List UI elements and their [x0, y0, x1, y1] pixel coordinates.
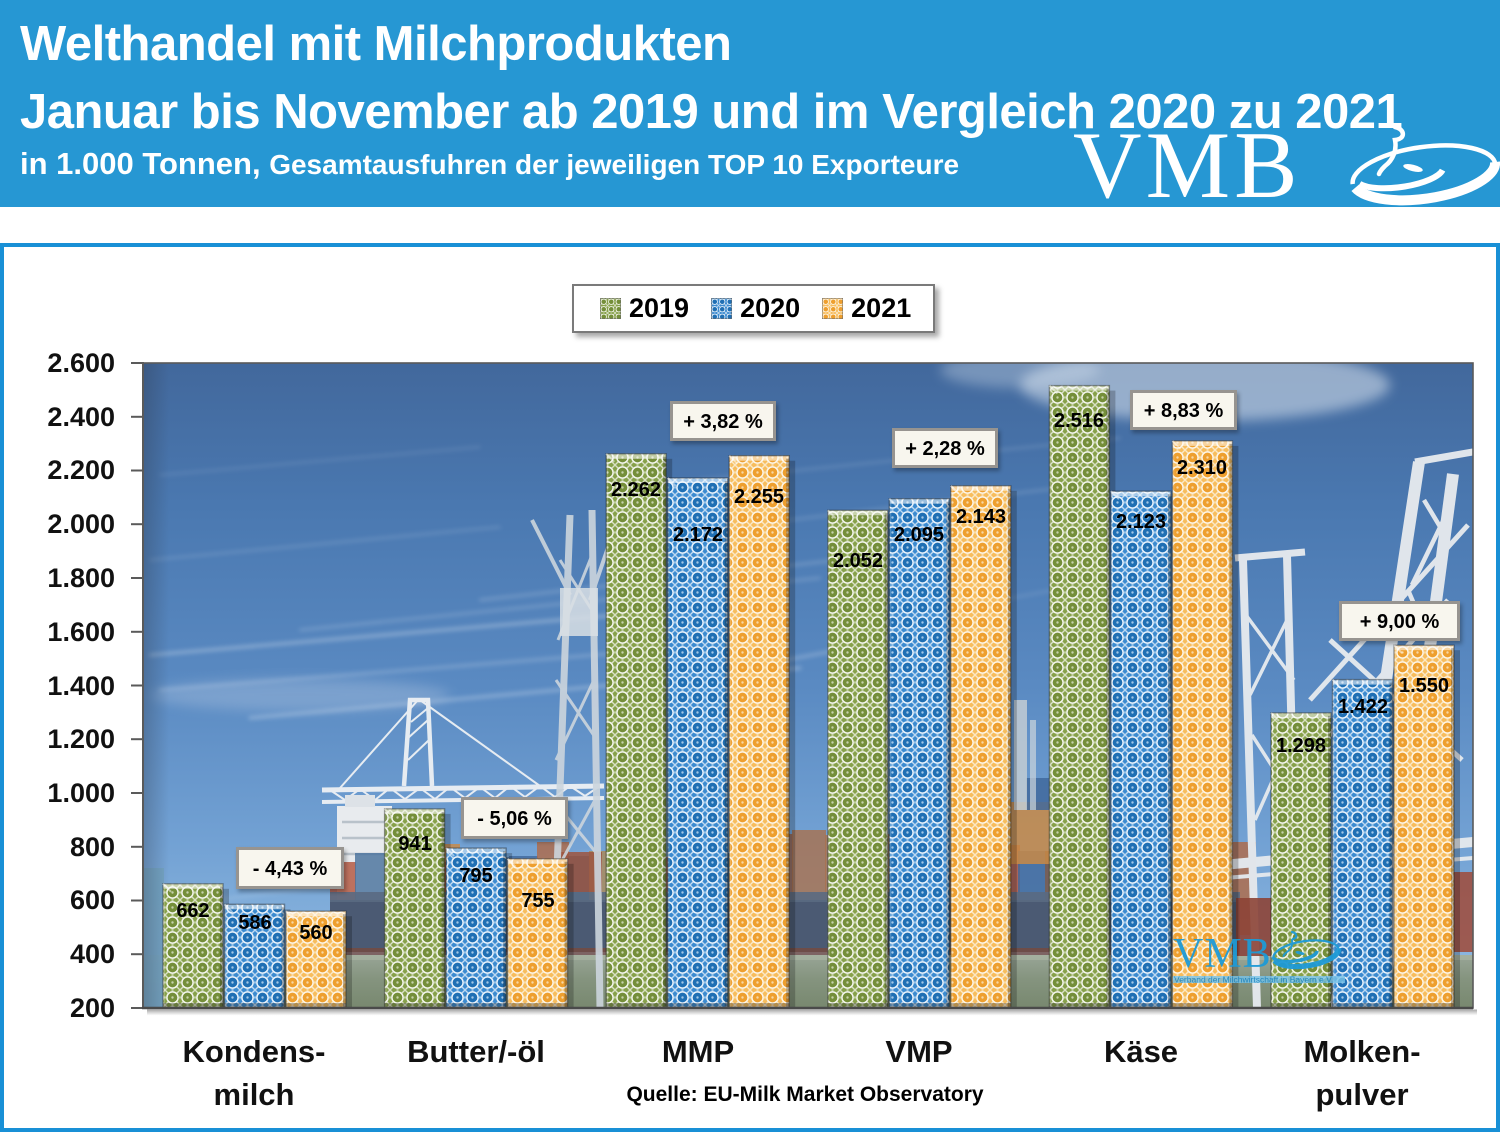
svg-text:Verband der Milchwirtschaft in: Verband der Milchwirtschaft in Bayern e.…	[1174, 975, 1333, 985]
svg-text:VMB: VMB	[1073, 112, 1301, 210]
svg-text:VMB: VMB	[1173, 931, 1272, 977]
